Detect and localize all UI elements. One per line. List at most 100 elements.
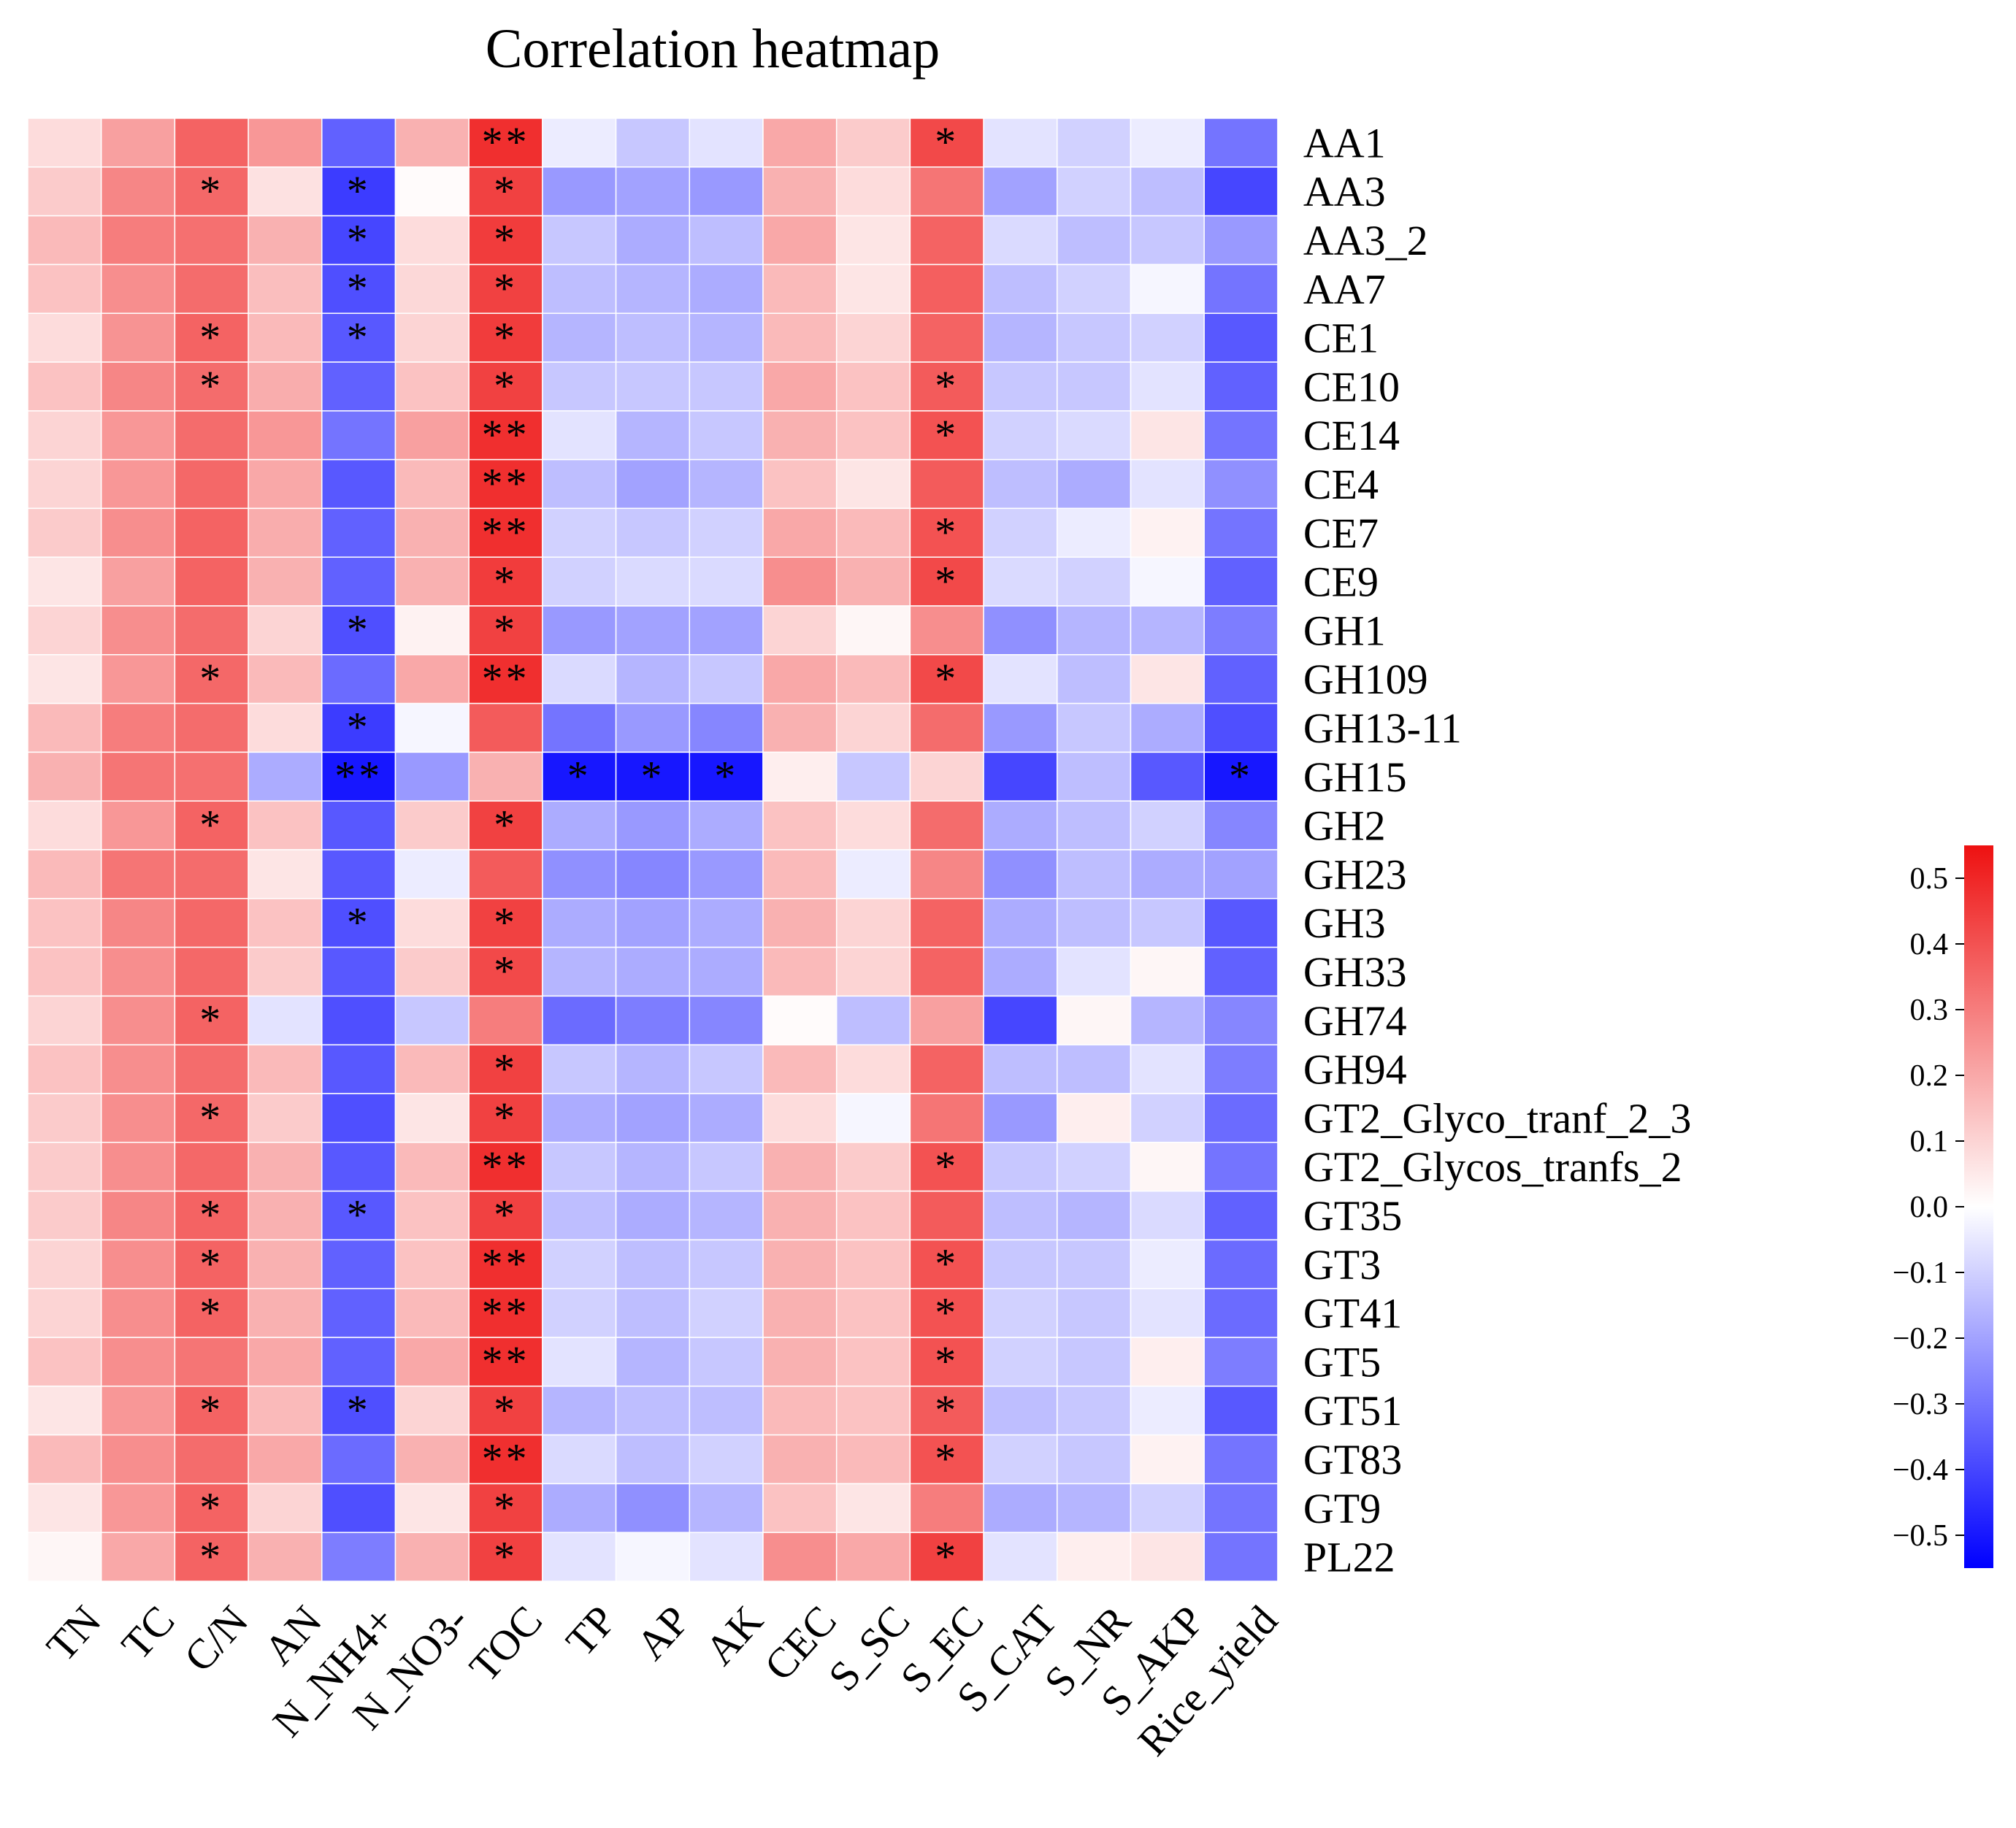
heatmap-cell <box>100 751 176 802</box>
heatmap-cell <box>909 1093 984 1143</box>
heatmap-cell <box>1130 702 1205 753</box>
heatmap-cell <box>1130 605 1205 656</box>
heatmap-cell <box>174 361 249 412</box>
heatmap-cell <box>27 1434 102 1485</box>
row-label: GT9 <box>1303 1485 1381 1532</box>
heatmap-cell <box>615 849 691 899</box>
heatmap-cell <box>100 1386 176 1436</box>
heatmap-cell <box>27 605 102 656</box>
colorbar-tick-label: 0.4 <box>1910 928 1949 961</box>
heatmap-cell <box>615 312 691 363</box>
heatmap-cell <box>835 946 911 997</box>
heatmap-cell <box>1057 654 1132 704</box>
significance-star: * <box>935 411 959 458</box>
heatmap-cell <box>542 361 617 412</box>
significance-star: * <box>494 216 518 264</box>
heatmap-cell <box>248 361 323 412</box>
heatmap-cell <box>394 946 469 997</box>
heatmap-cell <box>615 361 691 412</box>
heatmap-cell <box>321 410 396 461</box>
heatmap-cell <box>248 1239 323 1289</box>
heatmap-cell <box>983 1337 1058 1387</box>
heatmap-cell <box>1057 410 1132 461</box>
heatmap-cell <box>468 1239 543 1289</box>
significance-star: * <box>935 1532 959 1580</box>
heatmap-cell <box>394 1239 469 1289</box>
significance-star: * <box>935 1386 959 1434</box>
heatmap-cell <box>100 458 176 510</box>
heatmap-cell <box>468 751 543 802</box>
heatmap-cell <box>100 1483 176 1533</box>
colorbar-tick-label: −0.2 <box>1893 1322 1948 1356</box>
colorbar-tick-label: 0.2 <box>1910 1059 1949 1093</box>
heatmap-cell <box>835 800 911 850</box>
column-label: S_SC <box>819 1597 919 1700</box>
heatmap-cell <box>835 751 911 802</box>
heatmap-cell <box>689 702 764 753</box>
heatmap-cell <box>1130 995 1205 1045</box>
heatmap-cell <box>835 1386 911 1436</box>
heatmap-cell <box>248 1190 323 1241</box>
heatmap-cell <box>248 458 323 510</box>
heatmap-cell <box>468 849 543 899</box>
row-label: GT3 <box>1303 1241 1381 1289</box>
heatmap-cell <box>835 605 911 656</box>
heatmap-cell <box>321 1483 396 1533</box>
heatmap-cell <box>762 1337 838 1387</box>
heatmap-cell <box>1130 507 1205 558</box>
heatmap-cell <box>174 898 249 948</box>
heatmap-cell <box>468 995 543 1045</box>
heatmap-cell <box>1057 1483 1132 1533</box>
heatmap-cell <box>542 1532 617 1582</box>
heatmap-cell <box>100 556 176 607</box>
row-label: GH94 <box>1303 1046 1407 1094</box>
heatmap-cell <box>615 458 691 510</box>
heatmap-cell <box>689 507 764 558</box>
heatmap-cell <box>542 946 617 997</box>
heatmap-cell <box>468 312 543 363</box>
column-label: TP <box>556 1597 625 1665</box>
heatmap-cell <box>248 1386 323 1436</box>
heatmap-cell <box>468 605 543 656</box>
heatmap-cell <box>542 264 617 314</box>
heatmap-cell <box>248 1483 323 1533</box>
heatmap-cell <box>1203 215 1279 266</box>
heatmap-cell <box>100 946 176 997</box>
row-label: CE1 <box>1303 315 1379 362</box>
heatmap-cell <box>1203 1532 1279 1582</box>
heatmap-cell <box>321 1142 396 1192</box>
heatmap-cell <box>909 1483 984 1533</box>
heatmap-cell <box>983 751 1058 802</box>
colorbar-tick-label: 0.5 <box>1910 862 1949 896</box>
heatmap-cell <box>248 800 323 850</box>
heatmap-cell <box>909 1337 984 1387</box>
heatmap-cell <box>1057 556 1132 607</box>
heatmap-cell <box>321 946 396 997</box>
heatmap-cell <box>542 1239 617 1289</box>
heatmap-cell <box>100 1142 176 1192</box>
significance-star: * <box>494 313 518 361</box>
heatmap-cell <box>615 1386 691 1436</box>
colorbar: 0.5 0.4 0.3 0.2 0.1 0.0 −0.1 −0.2 −0.3 −0.4 −0.5 <box>1893 845 1993 1568</box>
heatmap-cell <box>835 1044 911 1094</box>
heatmap-cell <box>983 898 1058 948</box>
heatmap-cell <box>983 1239 1058 1289</box>
row-label: GH1 <box>1303 607 1386 654</box>
heatmap-cell <box>762 166 838 217</box>
significance-star: * <box>347 167 371 215</box>
heatmap-cell <box>1203 118 1279 168</box>
heatmap-cell <box>909 1239 984 1289</box>
heatmap-cell <box>983 654 1058 704</box>
heatmap-cell <box>468 654 543 704</box>
heatmap-cell <box>983 1483 1058 1533</box>
heatmap-cell <box>100 1239 176 1289</box>
heatmap-cell <box>394 1190 469 1241</box>
heatmap-cell <box>27 1190 102 1241</box>
heatmap-cell <box>100 898 176 948</box>
heatmap-cell <box>468 800 543 850</box>
heatmap-cell <box>1130 946 1205 997</box>
heatmap-cell <box>762 605 838 656</box>
significance-star: * <box>494 167 518 215</box>
significance-star: ** <box>482 1240 530 1288</box>
heatmap-cell <box>1130 458 1205 510</box>
